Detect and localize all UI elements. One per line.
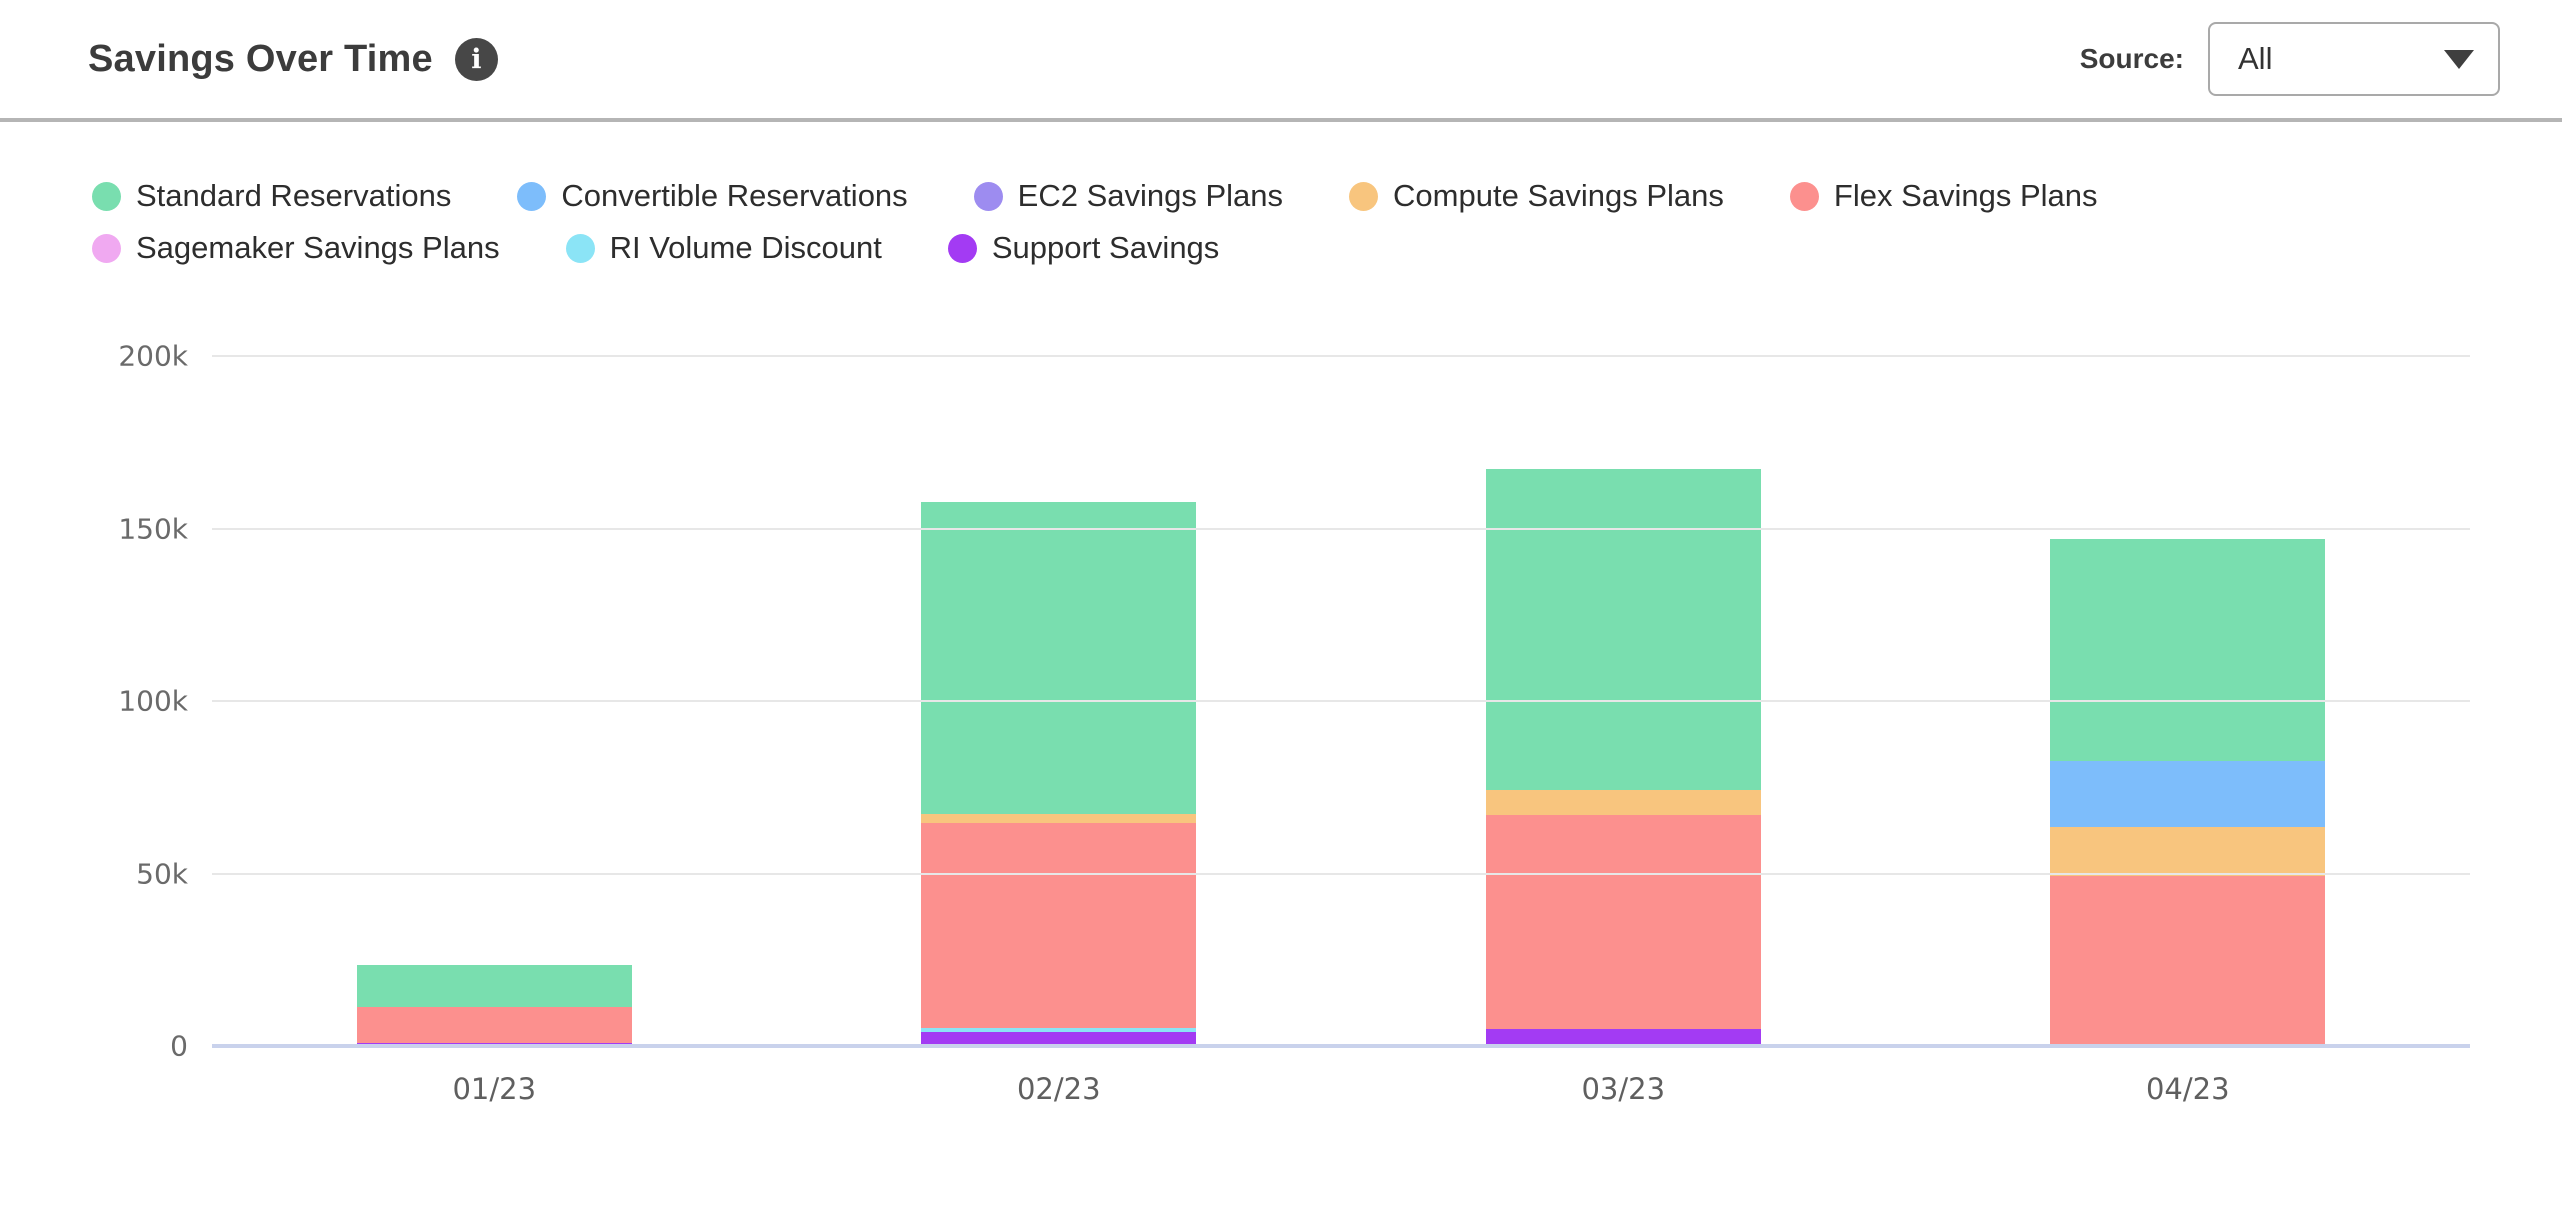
bar-segment[interactable]: [921, 1028, 1197, 1032]
bar-segment[interactable]: [2050, 827, 2326, 876]
gridline: [212, 700, 2470, 702]
legend-item-label: Support Savings: [991, 230, 1220, 265]
bar-segment[interactable]: [921, 814, 1197, 824]
x-tick-label: 04/23: [2145, 1072, 2230, 1106]
legend-item[interactable]: RI Volume Discount: [565, 230, 882, 266]
title-group: Savings Over Time i: [88, 37, 498, 81]
legend-item-label: EC2 Savings Plans: [1017, 178, 1284, 213]
legend-item-label: Flex Savings Plans: [1833, 178, 2098, 213]
legend-item[interactable]: Standard Reservations: [92, 178, 451, 214]
info-icon[interactable]: i: [454, 37, 498, 81]
bar-01/23: [356, 964, 632, 1046]
legend-item-label: RI Volume Discount: [609, 230, 882, 265]
x-axis-line: [212, 1044, 2470, 1048]
gridline: [212, 355, 2470, 357]
legend-dot-icon: [1789, 181, 1819, 211]
bar-segment[interactable]: [2050, 538, 2326, 762]
legend-dot-icon: [1349, 181, 1379, 211]
bar-segment[interactable]: [921, 501, 1197, 815]
legend-dot-icon: [92, 233, 121, 263]
bar-04/23: [2050, 538, 2326, 1046]
bar-segment[interactable]: [1485, 1028, 1761, 1046]
x-tick-label: 02/23: [1016, 1072, 1101, 1106]
x-axis-labels: 01/23 02/23 03/23 04/23: [212, 1072, 2470, 1106]
legend-row: Standard Reservations Convertible Reserva…: [92, 178, 2352, 214]
bar-slot: [1906, 356, 2471, 1046]
legend-item[interactable]: Compute Savings Plans: [1349, 178, 1724, 214]
gridline: [212, 872, 2470, 875]
legend-item-label: Standard Reservations: [136, 178, 452, 213]
bar-segment[interactable]: [921, 823, 1197, 1029]
bar-segment[interactable]: [921, 1031, 1197, 1046]
legend-item-label: Compute Savings Plans: [1393, 178, 1724, 213]
source-label: Source:: [2079, 43, 2184, 74]
chart-legend: Standard Reservations Convertible Reserva…: [92, 178, 2352, 266]
chevron-down-icon: [2444, 49, 2474, 69]
bar-slot: [212, 356, 777, 1046]
legend-item[interactable]: Flex Savings Plans: [1789, 178, 2098, 214]
legend-row: Sagemaker Savings Plans RI Volume Discoun…: [92, 230, 2352, 266]
y-tick-label: 100k: [118, 684, 188, 718]
legend-dot-icon: [947, 233, 977, 263]
legend-item[interactable]: EC2 Savings Plans: [973, 178, 1284, 214]
bar-segment[interactable]: [2050, 761, 2326, 828]
bar-03/23: [1485, 468, 1761, 1046]
legend-dot-icon: [973, 181, 1003, 211]
y-tick-label: 150k: [118, 512, 188, 545]
legend-item-label: Convertible Reservations: [561, 178, 908, 213]
bar-slot: [777, 356, 1342, 1046]
y-tick-label: 200k: [118, 339, 188, 373]
source-filter: Source: All: [2080, 22, 2500, 96]
bar-slot: [1341, 356, 1906, 1046]
legend-item[interactable]: Convertible Reservations: [517, 178, 908, 214]
legend-item[interactable]: Sagemaker Savings Plans: [92, 230, 500, 266]
x-tick-label: 03/23: [1581, 1072, 1666, 1106]
bar-02/23: [921, 501, 1197, 1046]
savings-chart: 01/23 02/23 03/23 04/23 200k 150k 100k 50k 0: [118, 340, 2470, 1106]
bar-segment[interactable]: [2050, 875, 2326, 1046]
legend-item[interactable]: Support Savings: [947, 230, 1220, 266]
legend-dot-icon: [92, 181, 121, 211]
bar-segment[interactable]: [1485, 814, 1761, 1029]
page-title: Savings Over Time: [88, 37, 433, 80]
x-tick-label: 01/23: [452, 1072, 537, 1106]
bar-segment[interactable]: [1485, 468, 1761, 791]
y-tick-label: 50k: [136, 857, 188, 890]
bar-segment[interactable]: [1485, 790, 1761, 815]
widget-header: Savings Over Time i Source: All: [0, 0, 2562, 122]
source-dropdown-value: All: [2238, 41, 2273, 76]
gridline: [212, 527, 2470, 530]
bar-segment[interactable]: [356, 964, 632, 1007]
bar-segment[interactable]: [356, 1006, 632, 1043]
legend-dot-icon: [517, 181, 547, 211]
y-tick-label: 0: [170, 1029, 188, 1063]
legend-item-label: Sagemaker Savings Plans: [136, 230, 500, 265]
legend-dot-icon: [565, 233, 595, 263]
source-dropdown[interactable]: All: [2208, 22, 2500, 96]
bars-layer: [212, 356, 2470, 1046]
